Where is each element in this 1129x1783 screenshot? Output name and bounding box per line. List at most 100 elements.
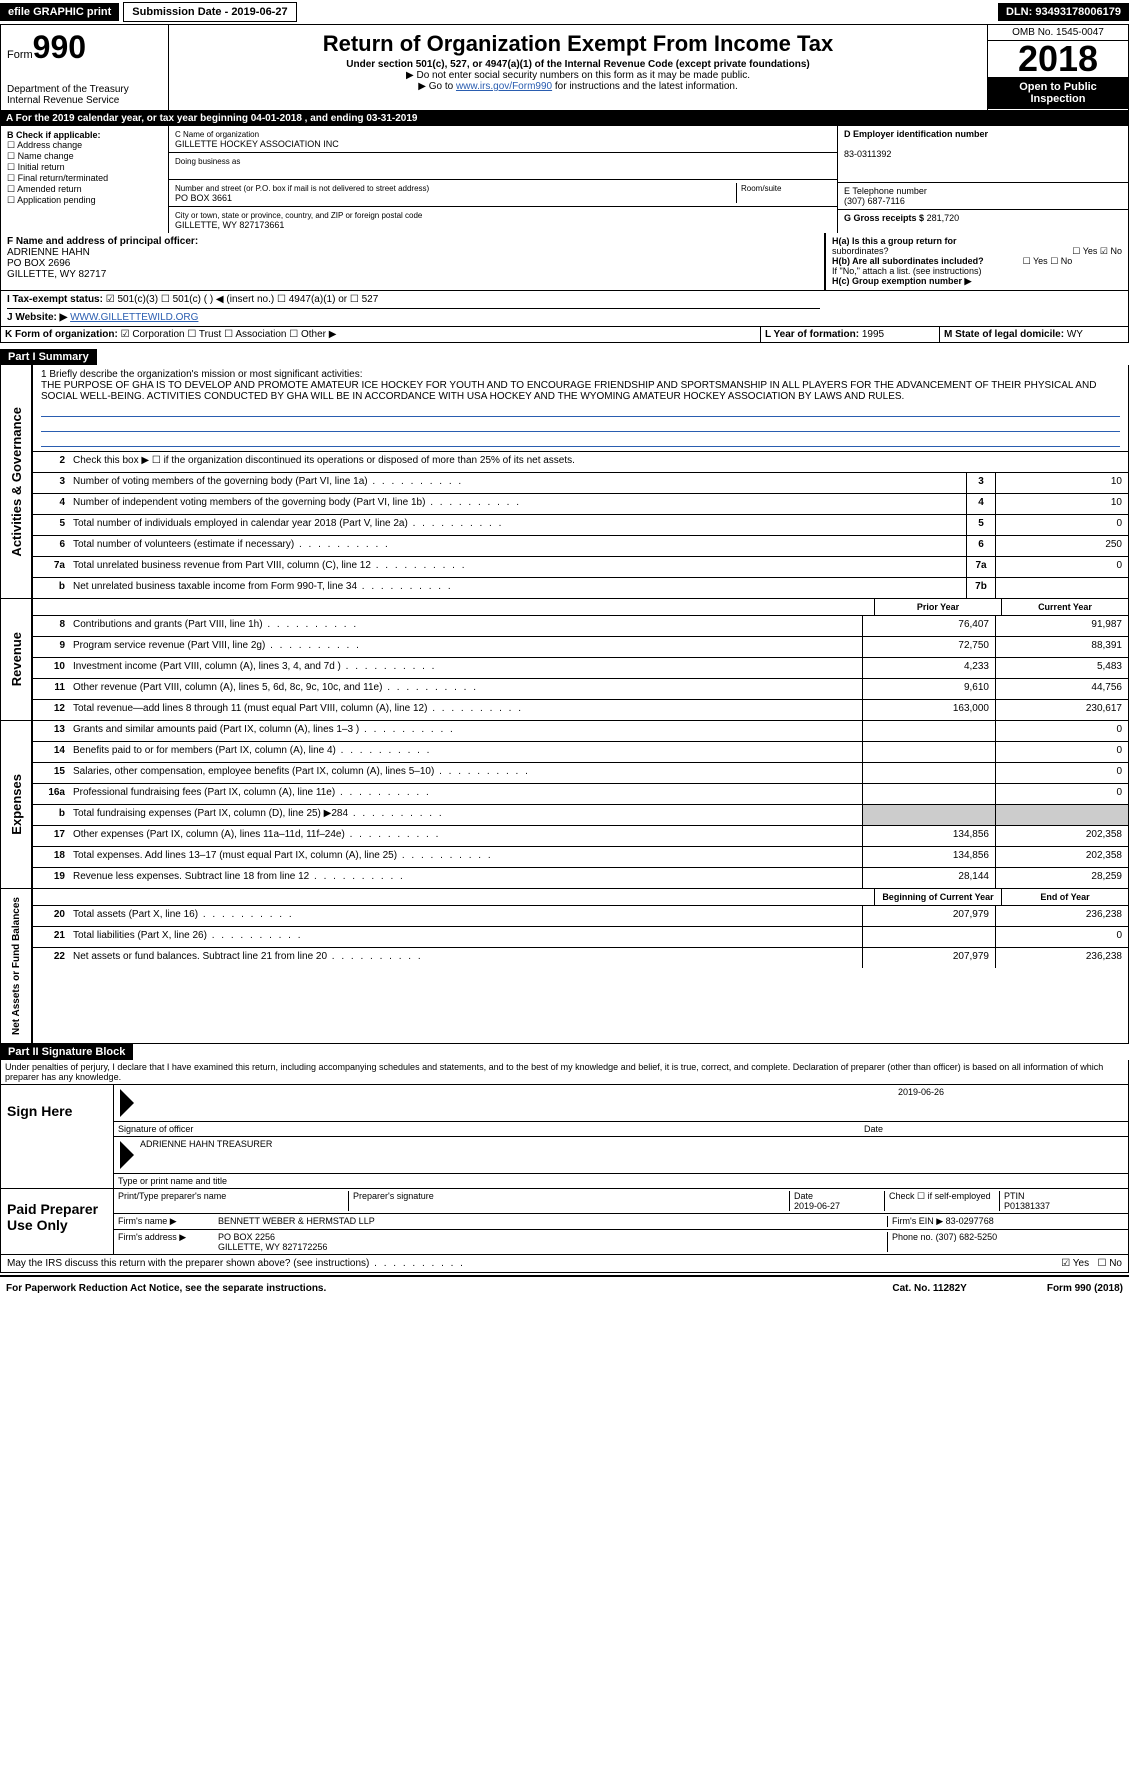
discuss-text: May the IRS discuss this return with the… — [7, 1258, 465, 1269]
form-header: Form990 Department of the Treasury Inter… — [0, 24, 1129, 111]
efile-tag: efile GRAPHIC print — [0, 3, 119, 21]
i-4947[interactable]: 4947(a)(1) or — [277, 294, 347, 305]
gross-receipts: 281,720 — [927, 213, 960, 223]
ha-yes[interactable]: Yes — [1072, 246, 1097, 256]
hb-label: H(b) Are all subordinates included? — [832, 256, 984, 266]
signer-name: ADRIENNE HAHN TREASURER — [140, 1139, 272, 1171]
year-formed: 1995 — [862, 329, 884, 340]
mission-text: THE PURPOSE OF GHA IS TO DEVELOP AND PRO… — [41, 380, 1120, 402]
j-label: J Website: ▶ — [7, 312, 67, 323]
h-block: H(a) Is this a group return for subordin… — [825, 233, 1128, 290]
sign-arrow2-icon — [120, 1141, 134, 1169]
sign-date: 2019-06-26 — [898, 1087, 944, 1119]
phone: (307) 687-7116 — [844, 196, 905, 206]
sign-here-block: Sign Here 2019-06-26 Signature of office… — [0, 1085, 1129, 1255]
irs-link[interactable]: www.irs.gov/Form990 — [456, 81, 552, 92]
page-footer: For Paperwork Reduction Act Notice, see … — [0, 1279, 1129, 1298]
form-prefix: Form — [7, 49, 33, 61]
header-left: Form990 Department of the Treasury Inter… — [1, 25, 169, 110]
street: PO BOX 3661 — [175, 193, 232, 203]
block-ij: I Tax-exempt status: 501(c)(3) 501(c) ( … — [0, 291, 1129, 327]
ha-no[interactable]: No — [1100, 246, 1122, 256]
section-a: A For the 2019 calendar year, or tax yea… — [0, 111, 1129, 126]
discuss-no[interactable]: No — [1097, 1258, 1122, 1269]
k-trust[interactable]: Trust — [187, 329, 221, 340]
i-501c[interactable]: 501(c) ( ) ◀ (insert no.) — [161, 294, 274, 305]
prep-date: 2019-06-27 — [794, 1201, 840, 1211]
k-other[interactable]: Other ▶ — [289, 329, 336, 340]
ein: 83-0311392 — [844, 149, 891, 159]
m-label: M State of legal domicile: — [944, 329, 1064, 340]
prep-sig-label: Preparer's signature — [349, 1191, 790, 1211]
ha-label: H(a) Is this a group return for — [832, 236, 957, 246]
open-public: Open to Public Inspection — [988, 77, 1128, 109]
col-c: C Name of organizationGILLETTE HOCKEY AS… — [169, 126, 838, 233]
hb-no[interactable]: No — [1050, 256, 1072, 266]
chk-amended[interactable]: Amended return — [7, 184, 162, 195]
dept-treasury: Department of the Treasury Internal Reve… — [7, 84, 162, 106]
city-label: City or town, state or province, country… — [175, 211, 422, 220]
dln: DLN: 93493178006179 — [998, 3, 1129, 21]
penalty-text: Under penalties of perjury, I declare th… — [0, 1060, 1129, 1085]
paid-prep-label: Paid Preparer Use Only — [1, 1189, 114, 1254]
netassets-section: Net Assets or Fund Balances Beginning of… — [0, 889, 1129, 1044]
line2: Check this box ▶ ☐ if the organization d… — [69, 452, 1128, 472]
footer-cat: Cat. No. 11282Y — [892, 1283, 966, 1294]
officer-addr2: GILLETTE, WY 82717 — [7, 269, 106, 280]
chk-initial[interactable]: Initial return — [7, 162, 162, 173]
sign-here-label: Sign Here — [1, 1085, 114, 1188]
sig-officer-label: Signature of officer — [118, 1124, 864, 1134]
hb-yes[interactable]: Yes — [1023, 256, 1048, 266]
i-527[interactable]: 527 — [350, 294, 378, 305]
officer-name: ADRIENNE HAHN — [7, 247, 90, 258]
firm-ein-label: Firm's EIN ▶ — [892, 1216, 943, 1226]
hdr-curr: Current Year — [1001, 599, 1128, 615]
org-name: GILLETTE HOCKEY ASSOCIATION INC — [175, 139, 339, 149]
i-501c3[interactable]: 501(c)(3) — [106, 294, 158, 305]
city: GILLETTE, WY 827173661 — [175, 220, 284, 230]
chk-final[interactable]: Final return/terminated — [7, 173, 162, 184]
top-bar: efile GRAPHIC print Submission Date - 20… — [0, 0, 1129, 24]
block-bcd: B Check if applicable: Address change Na… — [0, 126, 1129, 233]
side-expenses: Expenses — [7, 766, 26, 843]
hdr-begin: Beginning of Current Year — [874, 889, 1001, 905]
header-right: OMB No. 1545-0047 2018 Open to Public In… — [987, 25, 1128, 110]
c-name-label: C Name of organization — [175, 130, 259, 139]
revenue-section: Revenue Prior YearCurrent Year 8Contribu… — [0, 599, 1129, 721]
discuss-row: May the IRS discuss this return with the… — [0, 1255, 1129, 1273]
firm-ein: 83-0297768 — [946, 1216, 994, 1226]
side-activities: Activities & Governance — [7, 399, 26, 565]
dba-label: Doing business as — [175, 157, 240, 166]
note-link: ▶ Go to www.irs.gov/Form990 for instruct… — [175, 81, 981, 92]
tax-year: 2018 — [988, 41, 1128, 77]
chk-name[interactable]: Name change — [7, 151, 162, 162]
header-center: Return of Organization Exempt From Incom… — [169, 25, 987, 110]
firm-name-label: Firm's name ▶ — [118, 1216, 218, 1227]
name-title-label: Type or print name and title — [118, 1176, 227, 1186]
chk-address[interactable]: Address change — [7, 140, 162, 151]
website-link[interactable]: WWW.GILLETTEWILD.ORG — [70, 312, 198, 323]
block-fh: F Name and address of principal officer:… — [0, 233, 1129, 291]
form-number: 990 — [33, 29, 86, 65]
form-subtitle: Under section 501(c), 527, or 4947(a)(1)… — [175, 59, 981, 70]
k-assoc[interactable]: Association — [224, 329, 286, 340]
firm-name: BENNETT WEBER & HERMSTAD LLP — [218, 1216, 887, 1227]
room-label: Room/suite — [741, 184, 781, 193]
ha-sub: subordinates? — [832, 246, 889, 256]
e-label: E Telephone number — [844, 186, 927, 196]
mission-lead: 1 Briefly describe the organization's mi… — [41, 369, 1120, 380]
submission-date: Submission Date - 2019-06-27 — [123, 2, 296, 22]
prep-name-label: Print/Type preparer's name — [118, 1191, 349, 1211]
date-label: Date — [864, 1124, 1124, 1134]
prep-date-label: Date — [794, 1191, 813, 1201]
part1-header: Part I Summary — [0, 349, 97, 365]
part2-header: Part II Signature Block — [0, 1044, 133, 1060]
col-d: D Employer identification number83-03113… — [838, 126, 1128, 233]
k-corp[interactable]: Corporation — [121, 329, 185, 340]
discuss-yes[interactable]: Yes — [1061, 1258, 1089, 1269]
form-title: Return of Organization Exempt From Incom… — [175, 31, 981, 57]
mission-block: 1 Briefly describe the organization's mi… — [33, 365, 1128, 452]
chk-pending[interactable]: Application pending — [7, 195, 162, 206]
self-emp-label[interactable]: Check ☐ if self-employed — [885, 1191, 1000, 1211]
hb-note: If "No," attach a list. (see instruction… — [832, 266, 1122, 276]
